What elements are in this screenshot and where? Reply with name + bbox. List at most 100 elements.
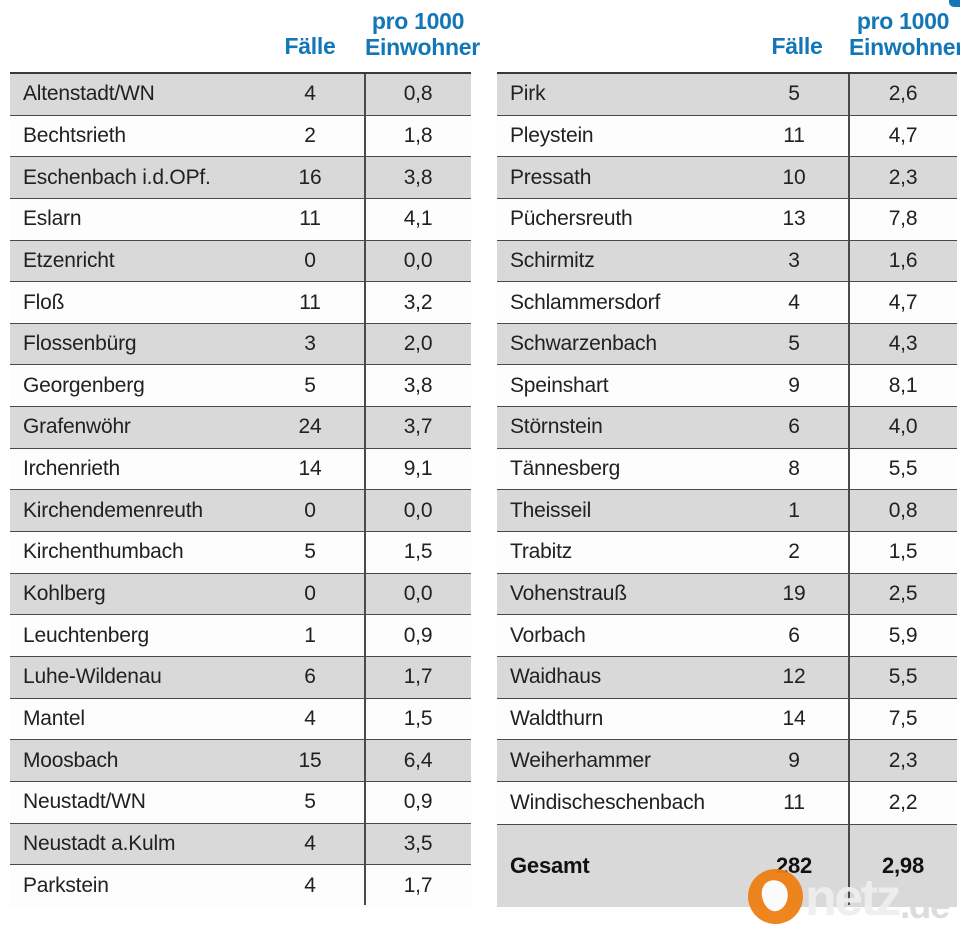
- column-divider: [848, 74, 850, 905]
- cases-value: 1: [304, 623, 316, 647]
- rate-value: 4,1: [403, 207, 433, 231]
- rate-value: 3,8: [403, 373, 433, 397]
- table-row: Moosbach 15 6,4: [10, 740, 471, 782]
- municipality-name: Neustadt/WN: [23, 790, 146, 814]
- rate-value: 2,6: [888, 82, 918, 106]
- cases-value: 11: [783, 790, 805, 814]
- table-row: Waldthurn 14 7,5: [497, 698, 957, 741]
- table-row: Irchenrieth 14 9,1: [10, 448, 471, 491]
- municipality-name: Schwarzenbach: [510, 332, 657, 356]
- municipality-name: Pleystein: [510, 123, 594, 147]
- rate-value: 9,1: [403, 457, 433, 481]
- rate-value: 7,8: [888, 207, 918, 231]
- municipality-name: Kirchendemenreuth: [23, 498, 203, 522]
- cases-value: 4: [304, 831, 316, 855]
- cases-value: 3: [788, 248, 800, 272]
- rate-value: 2,2: [888, 790, 918, 814]
- municipality-name: Grafenwöhr: [23, 415, 131, 439]
- municipality-name: Vohenstrauß: [510, 582, 627, 605]
- rate-value: 0,9: [403, 790, 433, 814]
- municipality-name: Schlammersdorf: [510, 290, 661, 314]
- municipality-name: Altenstadt/WN: [23, 82, 155, 106]
- municipality-name: Pirk: [510, 82, 546, 106]
- total-row: Gesamt 282 2,98: [497, 823, 957, 907]
- rate-value: 7,5: [888, 706, 918, 730]
- cases-value: 5: [788, 82, 800, 106]
- rate-value: 8,1: [888, 373, 918, 397]
- cases-value: 14: [298, 457, 322, 481]
- table-row: Bechtsrieth 2 1,8: [10, 115, 471, 158]
- column-header-cases-right: Fälle: [771, 33, 823, 59]
- table-row: Pleystein 11 4,7: [497, 115, 957, 158]
- rate-value: 1,5: [403, 540, 433, 564]
- municipality-name: Parkstein: [23, 873, 109, 897]
- cases-value: 13: [782, 207, 806, 231]
- cases-value: 2: [304, 123, 316, 147]
- table-row: Weiherhammer 9 2,3: [497, 740, 957, 782]
- municipality-name: Weiherhammer: [510, 748, 651, 772]
- cases-value: 4: [304, 706, 316, 730]
- table-row: Eslarn 11 4,1: [10, 198, 471, 241]
- rate-value: 0,9: [403, 623, 433, 647]
- municipality-name: Neustadt a.Kulm: [23, 831, 176, 855]
- rate-value: 0,0: [403, 248, 433, 272]
- municipality-name: Waidhaus: [510, 665, 602, 689]
- cases-value: 15: [298, 748, 322, 772]
- municipality-name: Waldthurn: [510, 706, 604, 730]
- table-row: Schwarzenbach 5 4,3: [497, 323, 957, 366]
- cases-value: 4: [788, 290, 800, 314]
- rate-value: 6,4: [403, 748, 433, 772]
- municipality-name: Vorbach: [510, 623, 586, 647]
- municipality-name: Eschenbach i.d.OPf.: [23, 165, 211, 189]
- rate-value: 2,3: [888, 748, 918, 772]
- column-header-rate-left: pro 1000 Einwohner: [365, 8, 480, 60]
- table-row: Grafenwöhr 24 3,7: [10, 407, 471, 449]
- table-row: Schlammersdorf 4 4,7: [497, 282, 957, 324]
- municipality-name: Floß: [23, 290, 65, 314]
- table-row: Flossenbürg 3 2,0: [10, 323, 471, 366]
- rate-value: 4,7: [888, 123, 918, 147]
- cases-value: 19: [782, 582, 806, 605]
- rate-value: 1,7: [403, 665, 433, 689]
- cases-value: 4: [304, 873, 316, 897]
- rate-value: 0,8: [403, 82, 433, 106]
- municipality-name: Irchenrieth: [23, 457, 121, 481]
- rate-value: 3,2: [403, 290, 433, 314]
- table-row: Mantel 4 1,5: [10, 698, 471, 741]
- cases-value: 5: [304, 540, 316, 564]
- table-row: Luhe-Wildenau 6 1,7: [10, 656, 471, 699]
- rate-value: 0,8: [888, 498, 918, 522]
- total-label: Gesamt: [510, 852, 590, 878]
- cases-value: 6: [788, 415, 800, 439]
- cases-value: 10: [782, 165, 806, 189]
- municipality-name: Moosbach: [23, 748, 119, 772]
- table-row: Neustadt a.Kulm 4 3,5: [10, 823, 471, 866]
- table-row: Pressath 10 2,3: [497, 157, 957, 199]
- rate-value: 5,5: [888, 665, 918, 689]
- cases-value: 0: [304, 248, 316, 272]
- cases-value: 11: [783, 123, 805, 147]
- rate-value: 4,7: [888, 290, 918, 314]
- table-row: Eschenbach i.d.OPf. 16 3,8: [10, 157, 471, 199]
- table-row: Altenstadt/WN 4 0,8: [10, 74, 471, 116]
- rate-value: 0,0: [403, 582, 433, 605]
- column-header-cases-left: Fälle: [284, 33, 336, 59]
- total-rate-value: 2,98: [881, 852, 925, 878]
- column-header-rate-line1: pro 1000: [371, 8, 465, 34]
- municipality-name: Etzenricht: [23, 248, 115, 272]
- municipality-name: Flossenbürg: [23, 332, 137, 356]
- cases-value: 3: [304, 332, 316, 356]
- municipality-name: Schirmitz: [510, 248, 595, 272]
- cases-value: 5: [788, 332, 800, 356]
- cases-value: 6: [788, 623, 800, 647]
- rate-value: 4,3: [888, 332, 918, 356]
- municipality-name: Kirchenthumbach: [23, 540, 184, 564]
- rate-value: 5,9: [888, 623, 918, 647]
- table-row: Vorbach 6 5,9: [497, 615, 957, 657]
- column-divider: [364, 74, 366, 905]
- table-row: Kirchendemenreuth 0 0,0: [10, 490, 471, 533]
- table-body: Pirk 5 2,6 Pleystein 11 4,7 Pressath 10 …: [497, 74, 957, 824]
- table-row: Leuchtenberg 1 0,9: [10, 615, 471, 657]
- table-row: Vohenstrauß 19 2,5: [497, 573, 957, 616]
- municipality-name: Püchersreuth: [510, 207, 633, 231]
